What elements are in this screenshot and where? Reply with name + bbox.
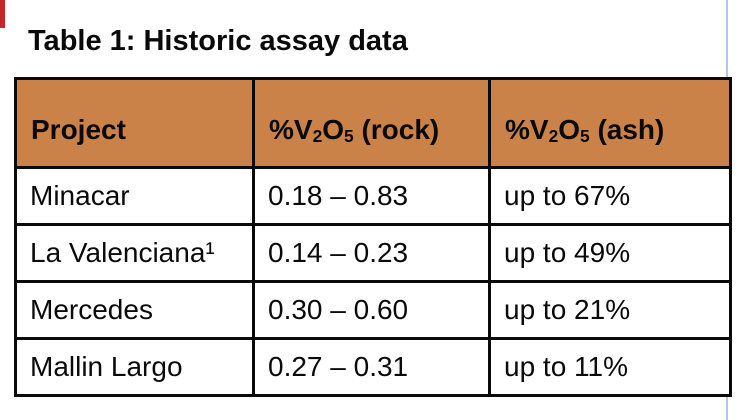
cell-project: Mercedes — [14, 280, 255, 340]
chem-mid: O — [322, 114, 345, 145]
chem-subscript: 5 — [344, 126, 354, 147]
cell-rock-grade: 0.30 – 0.60 — [252, 280, 491, 340]
cell-rock-grade: 0.18 – 0.83 — [252, 166, 491, 226]
chem-subscript: 2 — [548, 126, 559, 147]
cell-project: Minacar — [14, 166, 255, 226]
cell-project: La Valenciana¹ — [14, 223, 255, 283]
chem-suffix: (rock) — [353, 114, 440, 145]
table-row: Mercedes 0.30 – 0.60 up to 21% — [14, 280, 732, 340]
header-label-project: Project — [31, 114, 126, 145]
chem-mid: O — [558, 114, 581, 145]
table-title: Table 1: Historic assay data — [28, 25, 408, 57]
chem-suffix: (ash) — [589, 114, 665, 145]
cell-rock-grade: 0.27 – 0.31 — [252, 337, 491, 397]
cell-ash-grade: up to 49% — [488, 223, 732, 283]
cell-ash-grade: up to 21% — [488, 280, 732, 340]
cell-rock-grade: 0.14 – 0.23 — [252, 223, 491, 283]
chem-subscript: 5 — [580, 126, 590, 147]
cell-project: Mallin Largo — [14, 337, 255, 397]
column-header-project: Project — [14, 77, 255, 169]
table-row: Mallin Largo 0.27 – 0.31 up to 11% — [14, 337, 732, 397]
table-row: Minacar 0.18 – 0.83 up to 67% — [14, 166, 732, 226]
chem-subscript: 2 — [312, 126, 323, 147]
cell-ash-grade: up to 11% — [488, 337, 732, 397]
red-edge-marker — [0, 0, 5, 28]
column-header-v2o5-rock: %V2O5 (rock) — [252, 77, 491, 169]
historic-assay-table: Project %V2O5 (rock) %V2O5 (ash) Minacar… — [14, 77, 732, 397]
column-header-v2o5-ash: %V2O5 (ash) — [488, 77, 732, 169]
chem-prefix: %V — [269, 114, 313, 145]
table-row: La Valenciana¹ 0.14 – 0.23 up to 49% — [14, 223, 732, 283]
chem-prefix: %V — [505, 114, 549, 145]
cell-ash-grade: up to 67% — [488, 166, 732, 226]
header-row: Project %V2O5 (rock) %V2O5 (ash) — [14, 77, 732, 169]
